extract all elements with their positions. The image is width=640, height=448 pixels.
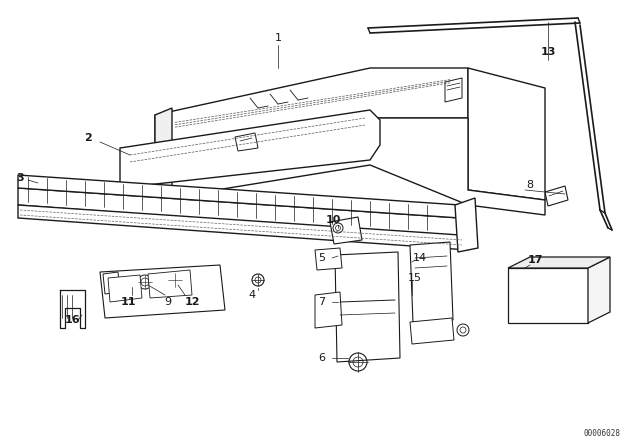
Text: 17: 17	[527, 255, 543, 265]
Text: 9: 9	[164, 297, 172, 307]
Polygon shape	[445, 78, 462, 102]
Polygon shape	[100, 265, 225, 318]
Polygon shape	[235, 133, 258, 151]
Text: 15: 15	[408, 273, 422, 283]
Polygon shape	[155, 108, 172, 202]
Polygon shape	[120, 110, 380, 188]
Polygon shape	[588, 257, 610, 323]
Text: 4: 4	[248, 290, 255, 300]
Polygon shape	[468, 68, 545, 200]
Text: 16: 16	[64, 315, 80, 325]
Polygon shape	[455, 198, 478, 252]
Polygon shape	[18, 188, 468, 238]
Text: 3: 3	[16, 173, 24, 183]
Text: 5: 5	[319, 253, 326, 263]
Text: 13: 13	[540, 47, 556, 57]
Polygon shape	[103, 272, 120, 294]
Polygon shape	[508, 257, 610, 268]
Text: 6: 6	[319, 353, 326, 363]
Polygon shape	[108, 275, 142, 302]
Polygon shape	[410, 318, 454, 344]
Polygon shape	[335, 252, 400, 362]
Polygon shape	[315, 292, 342, 328]
Text: 12: 12	[184, 297, 200, 307]
Polygon shape	[155, 68, 468, 160]
Polygon shape	[18, 175, 468, 220]
Text: 8: 8	[527, 180, 534, 190]
Text: 11: 11	[120, 297, 136, 307]
Polygon shape	[545, 186, 568, 206]
Polygon shape	[410, 242, 453, 323]
Text: 00006028: 00006028	[583, 429, 620, 438]
Text: 10: 10	[325, 215, 340, 225]
Polygon shape	[508, 268, 588, 323]
Polygon shape	[18, 205, 468, 250]
Text: 7: 7	[319, 297, 326, 307]
Text: 14: 14	[413, 253, 427, 263]
Polygon shape	[315, 248, 342, 270]
Polygon shape	[330, 217, 362, 244]
Polygon shape	[155, 118, 545, 215]
Polygon shape	[148, 270, 192, 298]
Text: 1: 1	[275, 33, 282, 43]
Text: 2: 2	[84, 133, 92, 143]
